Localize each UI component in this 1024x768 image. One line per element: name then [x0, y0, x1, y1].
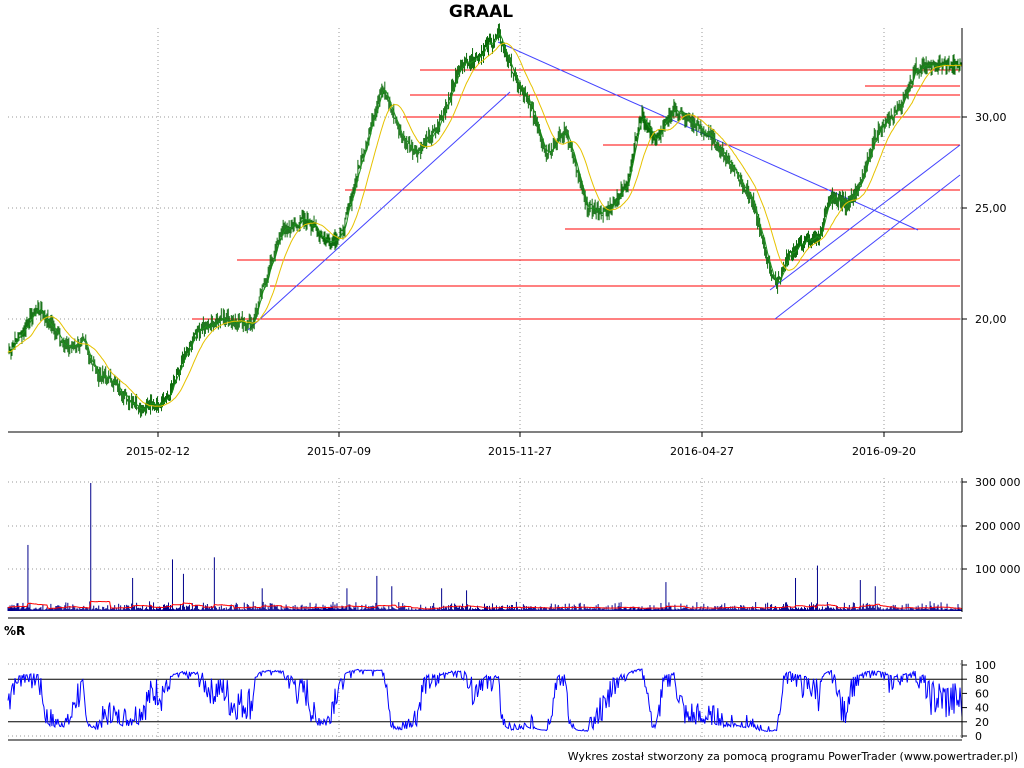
price-tick-label: 20,00	[975, 313, 1007, 326]
support-resistance-lines	[192, 69, 960, 320]
x-tick-label: 2016-04-27	[670, 445, 734, 458]
price-candles	[8, 23, 963, 418]
x-tick-label: 2015-11-27	[488, 445, 552, 458]
price-tick-label: 25,00	[975, 202, 1007, 215]
x-tick-label: 2016-09-20	[852, 445, 916, 458]
axis-labels: 2015-02-12 2015-07-09 2015-11-27 2016-04-27…	[126, 111, 1020, 743]
volume-tick-label: 300 000	[975, 476, 1021, 489]
wr-tick-label: 80	[975, 673, 989, 686]
grid-lines	[8, 28, 962, 738]
moving-averages	[7, 32, 963, 410]
volume-tick-label: 200 000	[975, 520, 1021, 533]
williams-r-label: %R	[4, 624, 26, 638]
wr-tick-label: 40	[975, 702, 989, 715]
volume-bars	[7, 483, 963, 611]
wr-tick-label: 60	[975, 687, 989, 700]
wr-tick-label: 20	[975, 716, 989, 729]
x-tick-label: 2015-02-12	[126, 445, 190, 458]
chart-title: GRAAL	[448, 2, 514, 22]
trendline	[247, 91, 511, 331]
trendline	[769, 144, 961, 291]
trendline	[774, 174, 961, 320]
wr-tick-label: 0	[975, 730, 982, 743]
volume-tick-label: 100 000	[975, 563, 1021, 576]
x-tick-label: 2015-07-09	[307, 445, 371, 458]
moving-average-short	[7, 32, 963, 410]
volume-moving-average	[7, 600, 963, 610]
footer-credit: Wykres został stworzony za pomocą progra…	[567, 750, 1018, 763]
williams-r-line	[7, 668, 963, 732]
williams-r-line	[7, 668, 963, 732]
price-tick-label: 30,00	[975, 111, 1007, 124]
moving-average-long	[7, 42, 962, 407]
axes	[8, 28, 967, 741]
wr-tick-label: 100	[975, 659, 996, 672]
